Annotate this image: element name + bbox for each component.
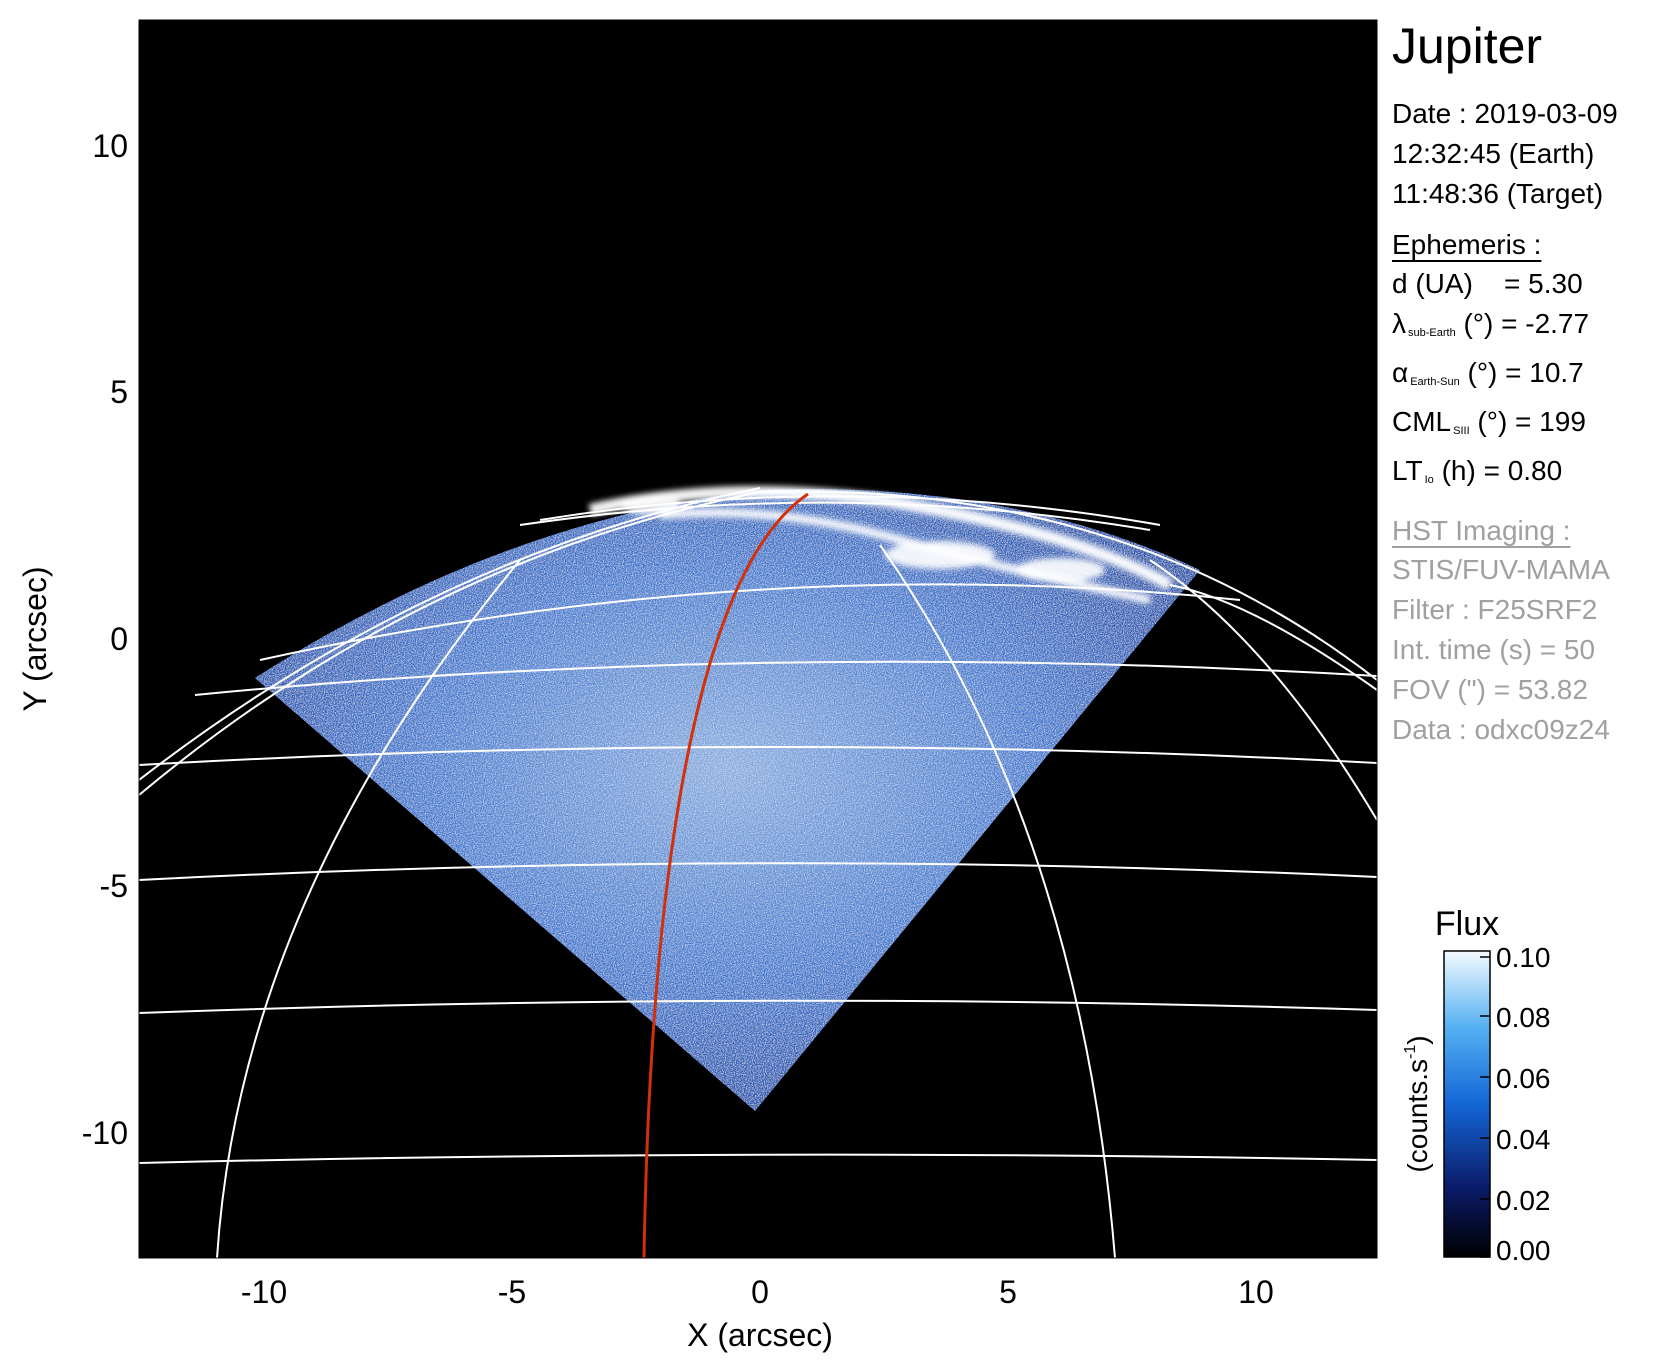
x-tick-label: 10 (1238, 1274, 1274, 1310)
x-tick-label: -10 (241, 1274, 287, 1310)
x-tick-label: 5 (999, 1274, 1017, 1310)
integration-time-line: Int. time (s) = 50 (1392, 634, 1596, 665)
instrument-line: STIS/FUV-MAMA (1392, 554, 1610, 585)
earth-time-line: 12:32:45 (Earth) (1392, 138, 1595, 169)
filter-line: Filter : F25SRF2 (1392, 594, 1598, 625)
colorbar-tick-label: 0.00 (1496, 1235, 1551, 1266)
fov-line: FOV (") = 53.82 (1392, 674, 1588, 705)
colorbar-tick-label: 0.02 (1496, 1185, 1551, 1216)
io-local-time-line: LT Io (h) = 0.80 (1392, 455, 1563, 486)
central-meridian (642, 492, 809, 1258)
y-tick-label: 10 (92, 128, 128, 164)
colorbar-title: Flux (1435, 905, 1499, 943)
aurora-oval (588, 486, 1173, 605)
colorbar-tick-label: 0.10 (1496, 942, 1551, 973)
data-id-line: Data : odxc09z24 (1392, 714, 1610, 745)
colorbar-tick-label: 0.06 (1496, 1063, 1551, 1094)
axis-ticks (139, 145, 1257, 1258)
x-tick-label: -5 (498, 1274, 526, 1310)
imaging-heading: HST Imaging : (1392, 515, 1571, 546)
colorbar: Flux 0.10 0.08 0.06 0.04 0.02 0.00 (coun… (1402, 905, 1551, 1266)
colorbar-unit-label: (counts.s-1) (1402, 1035, 1433, 1172)
emission-region (255, 489, 1200, 1111)
info-panel: Jupiter Date : 2019-03-09 12:32:45 (Eart… (1392, 18, 1672, 750)
target-title: Jupiter (1392, 18, 1543, 74)
phase-angle-line: α Earth-Sun (°) = 10.7 (1392, 357, 1584, 388)
sub-earth-latitude-line: λ sub-Earth (°) = -2.77 (1392, 308, 1590, 339)
cml-line: CML SIII (°) = 199 (1392, 406, 1586, 437)
date-line: Date : 2019-03-09 (1392, 98, 1618, 129)
y-tick-label: -5 (100, 868, 128, 904)
y-tick-label: -10 (82, 1115, 128, 1151)
colorbar-tick-label: 0.04 (1496, 1124, 1551, 1155)
y-tick-label: 0 (110, 621, 128, 657)
ephemeris-heading: Ephemeris : (1392, 229, 1542, 260)
x-axis-label: X (arcsec) (687, 1317, 833, 1353)
longitude-grid (139, 487, 1377, 1258)
colorbar-tick-label: 0.08 (1496, 1002, 1551, 1033)
x-tick-label: 0 (751, 1274, 769, 1310)
y-axis-label: Y (arcsec) (17, 566, 53, 711)
distance-line: d (UA) = 5.30 (1392, 268, 1583, 299)
y-tick-label: 5 (110, 374, 128, 410)
target-time-line: 11:48:36 (Target) (1392, 178, 1604, 209)
latitude-grid (139, 495, 1377, 1164)
